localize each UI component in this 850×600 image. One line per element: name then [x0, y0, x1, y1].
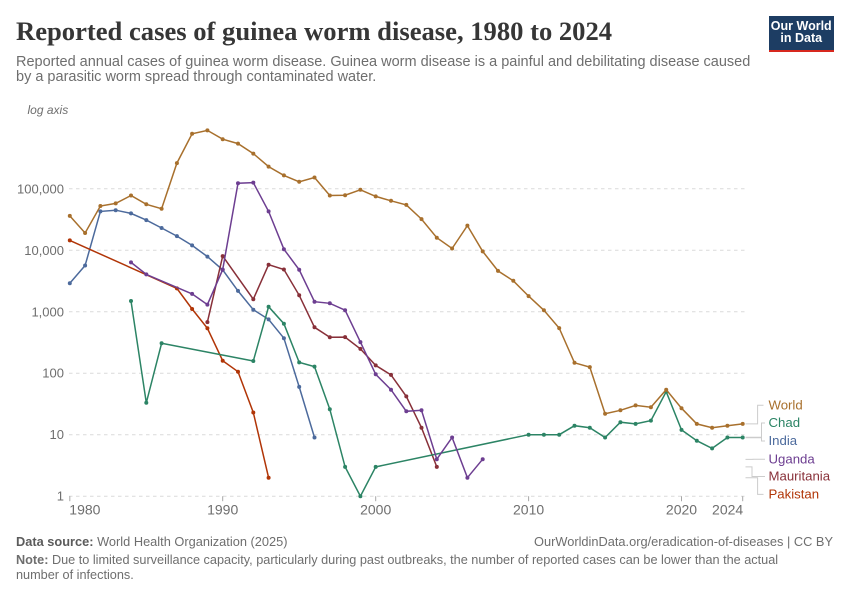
svg-text:1990: 1990 — [207, 502, 238, 518]
svg-text:2000: 2000 — [360, 502, 391, 518]
svg-text:India: India — [769, 433, 798, 448]
svg-text:2024: 2024 — [712, 502, 743, 518]
svg-text:1980: 1980 — [69, 502, 100, 518]
svg-text:10: 10 — [50, 427, 64, 442]
svg-text:Pakistan: Pakistan — [769, 487, 820, 502]
svg-text:10,000: 10,000 — [24, 243, 64, 258]
svg-text:Uganda: Uganda — [769, 451, 816, 466]
svg-text:Chad: Chad — [769, 415, 801, 430]
svg-text:World: World — [769, 397, 803, 412]
svg-text:100: 100 — [42, 366, 64, 381]
svg-text:2020: 2020 — [666, 502, 697, 518]
svg-text:100,000: 100,000 — [17, 181, 64, 196]
svg-text:1: 1 — [57, 489, 64, 504]
svg-text:2010: 2010 — [513, 502, 544, 518]
svg-text:Mauritania: Mauritania — [769, 469, 831, 484]
svg-text:1,000: 1,000 — [31, 304, 64, 319]
